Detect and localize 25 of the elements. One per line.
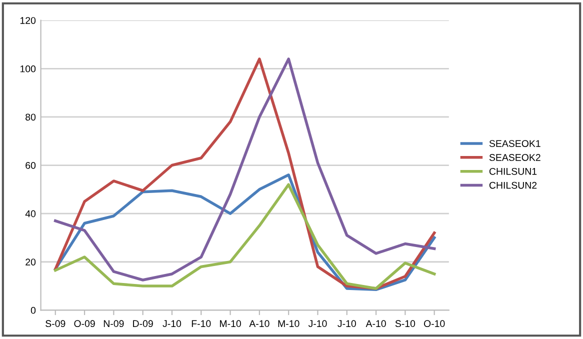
x-tick-label: M-10 xyxy=(278,320,300,328)
x-tick-label: F-10 xyxy=(192,320,211,328)
x-tick-label: D-09 xyxy=(133,320,153,328)
legend-label: CHILSUN1 xyxy=(489,168,537,175)
x-tick-label: A-10 xyxy=(366,320,386,328)
y-tick-label: 100 xyxy=(20,65,36,72)
y-tick-label: 0 xyxy=(30,306,36,314)
x-tick-label: J-10 xyxy=(308,320,327,328)
y-tick-label: 40 xyxy=(25,210,36,218)
x-tick-label: S-09 xyxy=(46,320,66,328)
legend-label: CHILSUN2 xyxy=(489,182,537,189)
y-tick-label: 20 xyxy=(26,258,36,266)
x-tick-label: O-09 xyxy=(74,320,95,328)
x-tick-label: O-10 xyxy=(424,320,445,328)
legend-label: SEASEOK2 xyxy=(489,154,540,161)
x-tick-label: A-10 xyxy=(249,320,270,328)
y-tick-label: 60 xyxy=(26,162,36,169)
x-tick-label: J-10 xyxy=(338,320,356,328)
x-tick-label: M-10 xyxy=(220,320,241,328)
x-tick-label: S-10 xyxy=(395,320,416,328)
legend-label: SEASEOK1 xyxy=(489,140,540,147)
y-tick-label: 120 xyxy=(20,17,36,24)
y-tick-label: 80 xyxy=(26,114,36,121)
x-tick-label: N-09 xyxy=(104,320,124,328)
x-tick-label: J-10 xyxy=(162,320,182,328)
